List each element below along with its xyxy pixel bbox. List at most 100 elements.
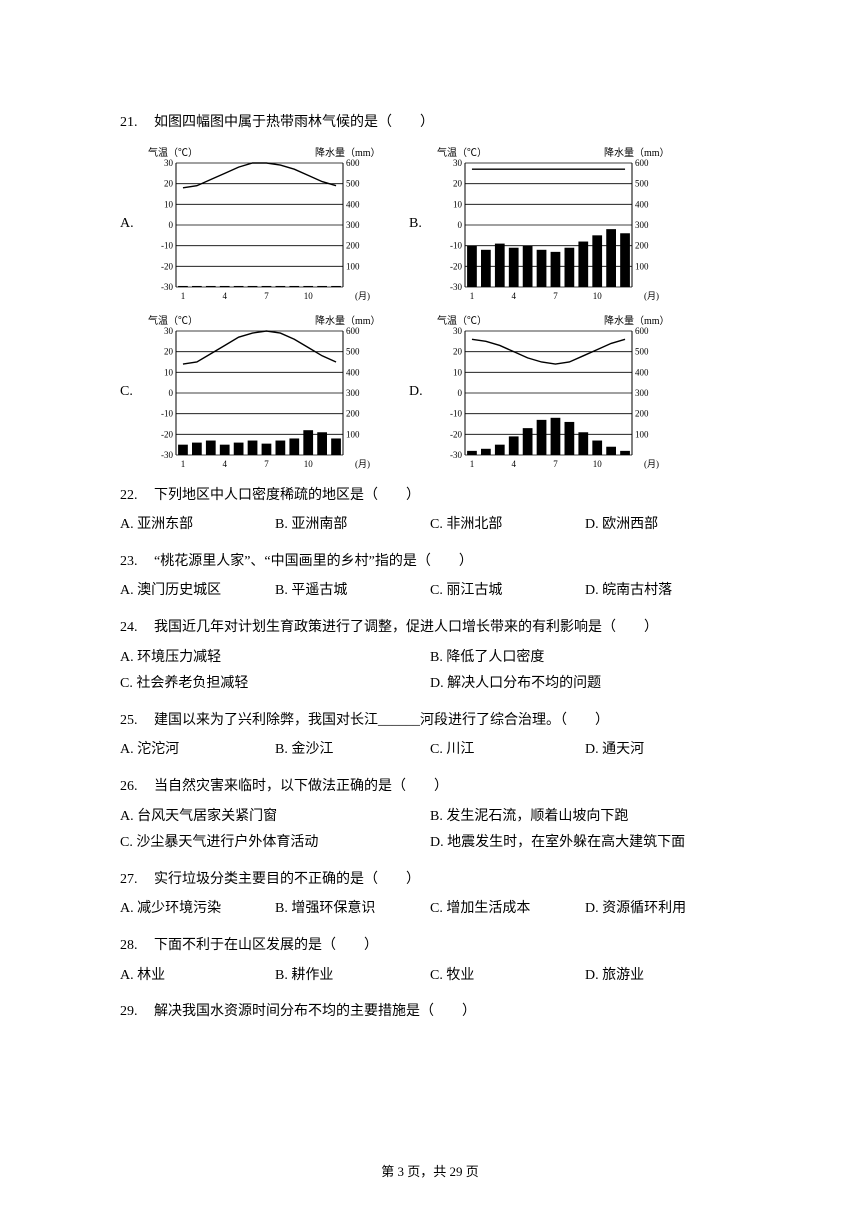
question-text: “桃花源里人家”、“中国画里的乡村”指的是（ ） [154, 549, 473, 576]
options: A. 林业 B. 耕作业 C. 牧业 D. 旅游业 [120, 963, 740, 990]
option-b: B. 耕作业 [275, 963, 430, 990]
svg-text:4: 4 [222, 291, 227, 301]
svg-text:0: 0 [169, 388, 174, 398]
climate-chart-d: 气温（℃）降水量（mm）3020100-10-20-30600500400300… [433, 313, 668, 473]
option-label-a: A. [120, 211, 138, 238]
climate-chart-c: 气温（℃）降水量（mm）3020100-10-20-30600500400300… [144, 313, 379, 473]
question-26: 26.当自然灾害来临时，以下做法正确的是（ ） A. 台风天气居家关紧门窗 B.… [120, 774, 740, 857]
svg-text:1: 1 [181, 459, 186, 469]
svg-text:100: 100 [635, 261, 649, 271]
svg-text:10: 10 [593, 459, 603, 469]
svg-text:(月): (月) [355, 459, 370, 469]
option-c: C. 非洲北部 [430, 512, 585, 539]
svg-text:-20: -20 [161, 429, 173, 439]
svg-text:4: 4 [511, 291, 516, 301]
options: A. 沱沱河 B. 金沙江 C. 川江 D. 通天河 [120, 737, 740, 764]
svg-text:-20: -20 [450, 261, 462, 271]
svg-text:0: 0 [169, 220, 174, 230]
question-21: 21. 如图四幅图中属于热带雨林气候的是（ ） A. 气温（℃）降水量（mm）3… [120, 110, 740, 473]
option-d: D. 地震发生时，在室外躲在高大建筑下面 [430, 830, 740, 857]
svg-text:10: 10 [164, 199, 174, 209]
svg-text:10: 10 [453, 199, 463, 209]
svg-text:20: 20 [164, 178, 174, 188]
svg-text:100: 100 [346, 261, 360, 271]
svg-text:30: 30 [164, 326, 174, 336]
question-number: 29. [120, 999, 154, 1026]
svg-text:30: 30 [453, 158, 463, 168]
svg-text:300: 300 [346, 220, 360, 230]
chart-option-c: C. 气温（℃）降水量（mm）3020100-10-20-30600500400… [120, 313, 379, 473]
chart-option-a: A. 气温（℃）降水量（mm）3020100-10-20-30600500400… [120, 145, 379, 305]
svg-text:500: 500 [346, 346, 360, 356]
svg-text:-10: -10 [450, 408, 462, 418]
option-b: B. 金沙江 [275, 737, 430, 764]
question-number: 24. [120, 615, 154, 642]
svg-text:气温（℃）: 气温（℃） [148, 314, 198, 327]
svg-text:200: 200 [346, 240, 360, 250]
question-text: 我国近几年对计划生育政策进行了调整，促进人口增长带来的有利影响是（ ） [154, 615, 658, 642]
option-label-b: B. [409, 211, 427, 238]
svg-text:10: 10 [164, 367, 174, 377]
svg-text:600: 600 [635, 158, 649, 168]
svg-text:30: 30 [453, 326, 463, 336]
climate-chart-a: 气温（℃）降水量（mm）3020100-10-20-30600500400300… [144, 145, 379, 305]
svg-text:200: 200 [635, 408, 649, 418]
svg-text:气温（℃）: 气温（℃） [437, 146, 487, 159]
svg-text:4: 4 [511, 459, 516, 469]
svg-text:20: 20 [453, 178, 463, 188]
question-number: 25. [120, 708, 154, 735]
svg-text:(月): (月) [644, 459, 659, 469]
question-number: 22. [120, 483, 154, 510]
svg-text:0: 0 [458, 388, 463, 398]
chart-row-2: C. 气温（℃）降水量（mm）3020100-10-20-30600500400… [120, 313, 740, 473]
question-text: 当自然灾害来临时，以下做法正确的是（ ） [154, 774, 448, 801]
option-d: D. 资源循环利用 [585, 896, 740, 923]
option-d: D. 皖南古村落 [585, 578, 740, 605]
option-c: C. 社会养老负担减轻 [120, 671, 430, 698]
options: A. 台风天气居家关紧门窗 B. 发生泥石流，顺着山坡向下跑 C. 沙尘暴天气进… [120, 804, 740, 857]
chart-option-d: D. 气温（℃）降水量（mm）3020100-10-20-30600500400… [409, 313, 668, 473]
question-text: 如图四幅图中属于热带雨林气候的是（ ） [154, 110, 434, 137]
svg-text:30: 30 [164, 158, 174, 168]
option-b: B. 增强环保意识 [275, 896, 430, 923]
svg-text:-30: -30 [450, 450, 462, 460]
question-24: 24.我国近几年对计划生育政策进行了调整，促进人口增长带来的有利影响是（ ） A… [120, 615, 740, 698]
svg-text:300: 300 [346, 388, 360, 398]
svg-text:10: 10 [304, 291, 314, 301]
svg-text:-30: -30 [161, 450, 173, 460]
svg-text:300: 300 [635, 388, 649, 398]
svg-text:-10: -10 [161, 408, 173, 418]
option-c: C. 沙尘暴天气进行户外体育活动 [120, 830, 430, 857]
option-a: A. 林业 [120, 963, 275, 990]
options: A. 环境压力减轻 B. 降低了人口密度 C. 社会养老负担减轻 D. 解决人口… [120, 645, 740, 698]
question-29: 29.解决我国水资源时间分布不均的主要措施是（ ） [120, 999, 740, 1026]
option-a: A. 减少环境污染 [120, 896, 275, 923]
svg-text:200: 200 [635, 240, 649, 250]
svg-text:600: 600 [635, 326, 649, 336]
svg-text:7: 7 [553, 291, 558, 301]
question-27: 27.实行垃圾分类主要目的不正确的是（ ） A. 减少环境污染 B. 增强环保意… [120, 867, 740, 923]
question-25: 25.建国以来为了兴利除弊，我国对长江______河段进行了综合治理。（ ） A… [120, 708, 740, 764]
option-label-c: C. [120, 379, 138, 406]
question-text: 下面不利于在山区发展的是（ ） [154, 933, 378, 960]
svg-text:7: 7 [264, 459, 269, 469]
question-number: 23. [120, 549, 154, 576]
svg-text:600: 600 [346, 158, 360, 168]
svg-text:气温（℃）: 气温（℃） [148, 146, 198, 159]
chart-option-b: B. 气温（℃）降水量（mm）3020100-10-20-30600500400… [409, 145, 668, 305]
svg-text:500: 500 [635, 346, 649, 356]
svg-text:-20: -20 [450, 429, 462, 439]
svg-text:-30: -30 [450, 282, 462, 292]
svg-text:1: 1 [470, 459, 475, 469]
option-c: C. 牧业 [430, 963, 585, 990]
option-c: C. 川江 [430, 737, 585, 764]
option-d: D. 旅游业 [585, 963, 740, 990]
option-b: B. 降低了人口密度 [430, 645, 740, 672]
svg-text:600: 600 [346, 326, 360, 336]
option-a: A. 沱沱河 [120, 737, 275, 764]
svg-text:20: 20 [164, 346, 174, 356]
svg-text:500: 500 [635, 178, 649, 188]
svg-text:-30: -30 [161, 282, 173, 292]
options: A. 亚洲东部 B. 亚洲南部 C. 非洲北部 D. 欧洲西部 [120, 512, 740, 539]
option-a: A. 澳门历史城区 [120, 578, 275, 605]
